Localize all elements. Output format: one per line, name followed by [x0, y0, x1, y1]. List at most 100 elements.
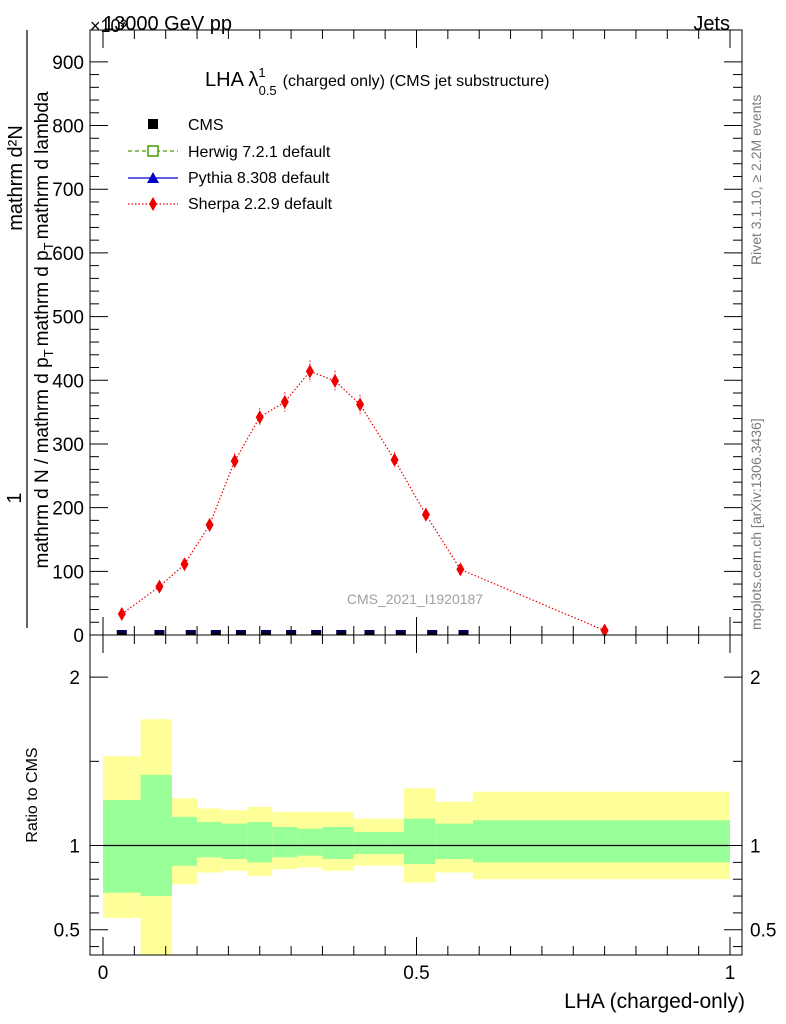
inner-band [222, 823, 248, 859]
ratio-xtick-label: 0 [98, 963, 109, 984]
cms-point [311, 630, 322, 635]
overlay-point [311, 630, 322, 633]
cms-point [458, 630, 469, 635]
legend: CMS Herwig 7.2.1 default Pythia 8.308 de… [128, 117, 333, 213]
main-ytick-label: 400 [52, 371, 84, 392]
sherpa-point [180, 557, 189, 572]
legend-entry-herwig: Herwig 7.2.1 default [128, 144, 331, 161]
sherpa-point [117, 606, 126, 621]
overlay-point [427, 630, 438, 633]
exponent-label: ×10³ [90, 16, 127, 36]
inner-band [322, 827, 354, 859]
inner-band [247, 821, 273, 863]
overlay-point [458, 630, 469, 633]
sherpa-point [600, 623, 609, 638]
legend-cms-label: CMS [188, 117, 224, 134]
cms-point [116, 630, 127, 635]
overlay-point [116, 630, 127, 633]
main-ytick-label: 900 [52, 53, 84, 74]
legend-sherpa-marker [149, 197, 157, 211]
ratio-ytick-label-right: 0.5 [750, 921, 776, 942]
mcplots-label: mcplots.cern.ch [arXiv:1306.3436] [748, 418, 764, 630]
ratio-ytick-label: 2 [69, 668, 80, 689]
main-ytick-label: 300 [52, 435, 84, 456]
sherpa-point [205, 517, 214, 532]
inner-band [171, 816, 198, 866]
ratio-panel: 0.5 0.5 1 1 2 2 0 0.5 1 Ratio to CMS [24, 634, 776, 984]
inner-band [297, 828, 323, 856]
inner-band [403, 818, 436, 865]
cms-point [364, 630, 375, 635]
overlay-point [210, 630, 221, 633]
overlay-point [286, 630, 297, 633]
ratio-ytick-label: 0.5 [54, 921, 80, 942]
rivet-label: Rivet 3.1.10, ≥ 2.2M events [748, 95, 764, 265]
overlay-point [364, 630, 375, 633]
ratio-ytick-label-right: 2 [750, 668, 761, 689]
legend-entry-pythia: Pythia 8.308 default [128, 170, 330, 187]
main-ytick-label: 800 [52, 117, 84, 138]
inner-band [140, 774, 172, 897]
sherpa-point [230, 454, 239, 469]
chart-title: LHA λ1 0.5(charged only) (CMS jet substru… [205, 65, 549, 98]
inner-band [472, 820, 730, 863]
legend-pythia-label: Pythia 8.308 default [188, 170, 330, 187]
sherpa-point [390, 452, 399, 467]
cms-point [336, 630, 347, 635]
main-ylabel: 1 mathrm d²N mathrm d N / mathrm d pTmat… [4, 30, 56, 628]
main-ytick-label: 0 [73, 626, 84, 647]
cms-point [395, 630, 406, 635]
legend-sherpa-label: Sherpa 2.2.9 default [188, 196, 333, 213]
chart-watermark: CMS_2021_I1920187 [347, 591, 483, 607]
cms-point [261, 630, 272, 635]
ratio-ticks: 0.5 0.5 1 1 2 2 0 0.5 1 [54, 635, 776, 984]
legend-entry-sherpa: Sherpa 2.2.9 default [128, 196, 333, 213]
ratio-xtick-label: 1 [725, 963, 736, 984]
legend-pythia-marker [147, 172, 159, 183]
legend-entry-cms: CMS [148, 117, 224, 134]
inner-band [353, 832, 386, 854]
cms-point [235, 630, 246, 635]
overlay-point [336, 630, 347, 633]
inner-band [272, 827, 298, 858]
overlay-point [395, 630, 406, 633]
legend-cms-marker [148, 119, 158, 129]
overlay-point [261, 630, 272, 633]
cms-point [210, 630, 221, 635]
overlay-point [235, 630, 246, 633]
ylabel-numerator: 1 [4, 492, 26, 503]
main-ytick-label: 500 [52, 308, 84, 329]
inner-band [103, 800, 141, 893]
ratio-ytick-label-right: 1 [750, 837, 761, 858]
sherpa-point [330, 373, 339, 388]
ylabel-top: mathrm d²N [5, 125, 27, 231]
main-series [116, 360, 609, 638]
main-ytick-label: 600 [52, 244, 84, 265]
sherpa-point [356, 397, 365, 412]
cms-point [427, 630, 438, 635]
cms-point [185, 630, 196, 635]
inner-band [385, 832, 404, 854]
sherpa-line [121, 370, 605, 632]
ratio-ylabel: Ratio to CMS [24, 747, 41, 842]
ratio-xtick-label: 0.5 [403, 963, 429, 984]
inner-band [435, 823, 473, 859]
ratio-bands [103, 719, 730, 955]
ratio-ytick-label: 1 [69, 837, 80, 858]
main-ytick-label: 100 [52, 562, 84, 583]
x-axis-label: LHA (charged-only) [564, 990, 745, 1013]
ratio-frame [89, 634, 743, 956]
main-ytick-label: 200 [52, 499, 84, 520]
legend-herwig-label: Herwig 7.2.1 default [188, 144, 331, 161]
inner-band [197, 821, 223, 858]
overlay-point [154, 630, 165, 633]
sherpa-point [255, 410, 264, 425]
sherpa-point [280, 394, 289, 409]
ylabel-denominator: mathrm d N / mathrm d pTmathrm d pTmathr… [32, 91, 56, 568]
legend-herwig-marker [147, 145, 159, 157]
cms-point [154, 630, 165, 635]
sherpa-point [155, 579, 164, 594]
sherpa-point [305, 364, 314, 379]
overlay-point [185, 630, 196, 633]
